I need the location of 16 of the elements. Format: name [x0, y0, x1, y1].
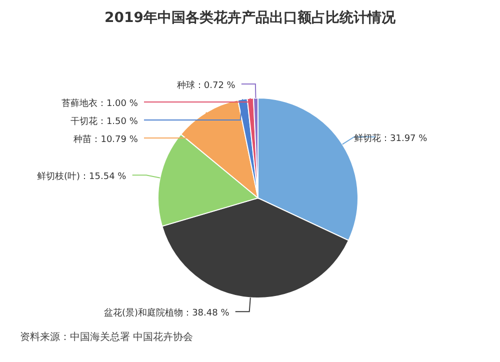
slice-label: 鲜切花	[354, 132, 381, 144]
data-label: ：31.97 %	[381, 134, 428, 144]
slice-label: 鲜切枝(叶)	[37, 171, 80, 182]
data-label: ：0.72 %	[194, 81, 236, 92]
data-label: ：1.50 %	[97, 117, 138, 128]
slice-label: 种苗	[74, 134, 92, 146]
data-label: ：10.79 %	[92, 135, 138, 146]
slice-label: 干切花	[70, 116, 98, 128]
slice-label: 种球	[176, 80, 195, 92]
slice-label: 苔藓地衣	[61, 98, 98, 110]
text: 资料来源：中国海关总署 中国花卉协会	[20, 331, 194, 343]
data-label: ：1.00 %	[97, 99, 138, 110]
chart-title: 2019年中国各类花卉产品出口额占比统计情况	[104, 9, 396, 26]
slice-label: 盆花(景)和庭院植物	[104, 308, 184, 319]
data-label: ：15.54 %	[80, 172, 127, 182]
data-label: ：38.48 %	[183, 308, 230, 319]
